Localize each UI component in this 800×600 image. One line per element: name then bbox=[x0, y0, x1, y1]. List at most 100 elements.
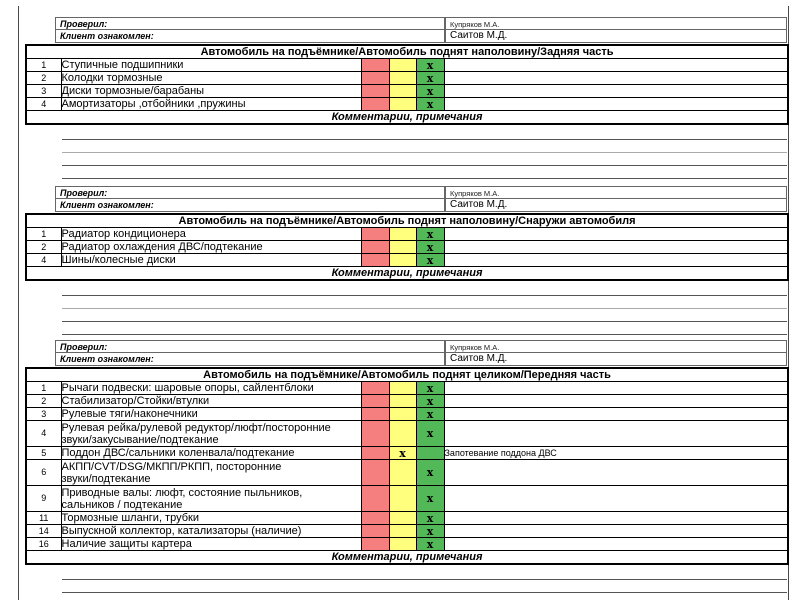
status-cell-yellow[interactable] bbox=[388, 58, 417, 72]
writing-line[interactable] bbox=[62, 580, 787, 593]
status-cell-red[interactable] bbox=[360, 227, 390, 241]
client-informed-row: Клиент ознакомлен: Саитов М.Д. bbox=[55, 353, 787, 366]
status-cell-yellow[interactable] bbox=[388, 97, 417, 111]
comments-writing-area[interactable] bbox=[62, 283, 787, 335]
checked-by-row: Проверил: Купряков М.А. bbox=[55, 186, 787, 199]
status-cell-red[interactable] bbox=[360, 446, 390, 460]
item-label: Рулевые тяги/наконечники bbox=[60, 407, 362, 421]
section-title: Автомобиль на подъёмнике/Автомобиль подн… bbox=[25, 367, 789, 382]
comments-writing-area[interactable] bbox=[62, 127, 787, 179]
status-cell-yellow[interactable] bbox=[388, 407, 417, 421]
checked-by-value[interactable]: Купряков М.А. bbox=[445, 186, 787, 199]
status-cell-red[interactable] bbox=[360, 524, 390, 538]
status-cell-green[interactable]: x bbox=[415, 511, 445, 525]
checked-by-value[interactable]: Купряков М.А. bbox=[445, 17, 787, 30]
item-label: Приводные валы: люфт, состояние пыльнико… bbox=[60, 485, 362, 512]
checklist-row: 1 Рычаги подвески: шаровые опоры, сайлен… bbox=[25, 381, 789, 395]
status-cell-red[interactable] bbox=[360, 240, 390, 254]
item-note bbox=[443, 381, 789, 395]
client-informed-value[interactable]: Саитов М.Д. bbox=[445, 353, 787, 366]
status-cell-green[interactable]: x bbox=[415, 524, 445, 538]
status-cell-green[interactable]: x bbox=[415, 84, 445, 98]
status-cell-red[interactable] bbox=[360, 97, 390, 111]
checked-by-label: Проверил: bbox=[55, 186, 445, 199]
item-note bbox=[443, 511, 789, 525]
status-cell-green[interactable]: x bbox=[415, 227, 445, 241]
status-cell-red[interactable] bbox=[360, 537, 390, 551]
status-cell-red[interactable] bbox=[360, 407, 390, 421]
status-cell-red[interactable] bbox=[360, 420, 390, 447]
status-cell-yellow[interactable] bbox=[388, 381, 417, 395]
status-cell-green[interactable]: x bbox=[415, 459, 445, 486]
status-cell-green[interactable]: x bbox=[415, 420, 445, 447]
status-cell-red[interactable] bbox=[360, 381, 390, 395]
status-cell-red[interactable] bbox=[360, 71, 390, 85]
writing-line[interactable] bbox=[62, 127, 787, 140]
writing-line[interactable] bbox=[62, 140, 787, 153]
status-cell-red[interactable] bbox=[360, 394, 390, 408]
status-cell-green[interactable]: x bbox=[415, 407, 445, 421]
status-cell-yellow[interactable] bbox=[388, 420, 417, 447]
checklist-table-exterior: Автомобиль на подъёмнике/Автомобиль подн… bbox=[25, 213, 790, 281]
checklist-row: 2 Колодки тормозные x bbox=[25, 71, 789, 85]
checklist-row: 1 Радиатор кондиционера x bbox=[25, 227, 789, 241]
comments-writing-area[interactable] bbox=[62, 567, 787, 593]
status-cell-green[interactable]: x bbox=[415, 394, 445, 408]
client-informed-value[interactable]: Саитов М.Д. bbox=[445, 30, 787, 43]
item-label: Диски тормозные/барабаны bbox=[60, 84, 362, 98]
status-cell-green[interactable] bbox=[415, 446, 445, 460]
page-border-right bbox=[788, 6, 789, 600]
status-cell-red[interactable] bbox=[360, 58, 390, 72]
status-cell-green[interactable]: x bbox=[415, 485, 445, 512]
writing-line[interactable] bbox=[62, 322, 787, 335]
client-informed-label: Клиент ознакомлен: bbox=[55, 199, 445, 212]
status-cell-yellow[interactable] bbox=[388, 537, 417, 551]
writing-line[interactable] bbox=[62, 153, 787, 166]
page-border-left bbox=[18, 6, 19, 600]
status-cell-green[interactable]: x bbox=[415, 537, 445, 551]
status-cell-yellow[interactable] bbox=[388, 459, 417, 486]
item-note bbox=[443, 420, 789, 447]
item-number: 14 bbox=[25, 524, 62, 538]
status-cell-green[interactable]: x bbox=[415, 97, 445, 111]
checklist-row: 14 Выпускной коллектор, катализаторы (на… bbox=[25, 524, 789, 538]
item-note: Запотевание поддона ДВС bbox=[443, 446, 789, 460]
status-cell-yellow[interactable] bbox=[388, 240, 417, 254]
status-cell-yellow[interactable] bbox=[388, 227, 417, 241]
status-cell-yellow[interactable] bbox=[388, 394, 417, 408]
status-cell-yellow[interactable]: x bbox=[388, 446, 417, 460]
status-cell-yellow[interactable] bbox=[388, 524, 417, 538]
status-cell-green[interactable]: x bbox=[415, 381, 445, 395]
checklist-row: 4 Рулевая рейка/рулевой редуктор/люфт/по… bbox=[25, 420, 789, 447]
item-note bbox=[443, 524, 789, 538]
status-cell-red[interactable] bbox=[360, 84, 390, 98]
writing-line[interactable] bbox=[62, 296, 787, 309]
checklist-row: 5 Поддон ДВС/сальники коленвала/подтекан… bbox=[25, 446, 789, 460]
writing-line[interactable] bbox=[62, 283, 787, 296]
status-cell-yellow[interactable] bbox=[388, 253, 417, 267]
item-note bbox=[443, 537, 789, 551]
status-cell-red[interactable] bbox=[360, 511, 390, 525]
status-cell-yellow[interactable] bbox=[388, 485, 417, 512]
status-cell-red[interactable] bbox=[360, 485, 390, 512]
status-cell-green[interactable]: x bbox=[415, 71, 445, 85]
checked-by-value[interactable]: Купряков М.А. bbox=[445, 340, 787, 353]
item-label: АКПП/CVT/DSG/МКПП/РКПП, посторонние звук… bbox=[60, 459, 362, 486]
status-cell-red[interactable] bbox=[360, 253, 390, 267]
client-informed-value[interactable]: Саитов М.Д. bbox=[445, 199, 787, 212]
writing-line[interactable] bbox=[62, 309, 787, 322]
item-label: Рулевая рейка/рулевой редуктор/люфт/пост… bbox=[60, 420, 362, 447]
status-cell-red[interactable] bbox=[360, 459, 390, 486]
status-cell-green[interactable]: x bbox=[415, 253, 445, 267]
status-cell-yellow[interactable] bbox=[388, 511, 417, 525]
status-cell-yellow[interactable] bbox=[388, 71, 417, 85]
status-cell-green[interactable]: x bbox=[415, 240, 445, 254]
item-note bbox=[443, 84, 789, 98]
item-note bbox=[443, 227, 789, 241]
writing-line[interactable] bbox=[62, 166, 787, 179]
writing-line[interactable] bbox=[62, 567, 787, 580]
checklist-table-rear: Автомобиль на подъёмнике/Автомобиль подн… bbox=[25, 44, 790, 125]
status-cell-yellow[interactable] bbox=[388, 84, 417, 98]
status-cell-green[interactable]: x bbox=[415, 58, 445, 72]
